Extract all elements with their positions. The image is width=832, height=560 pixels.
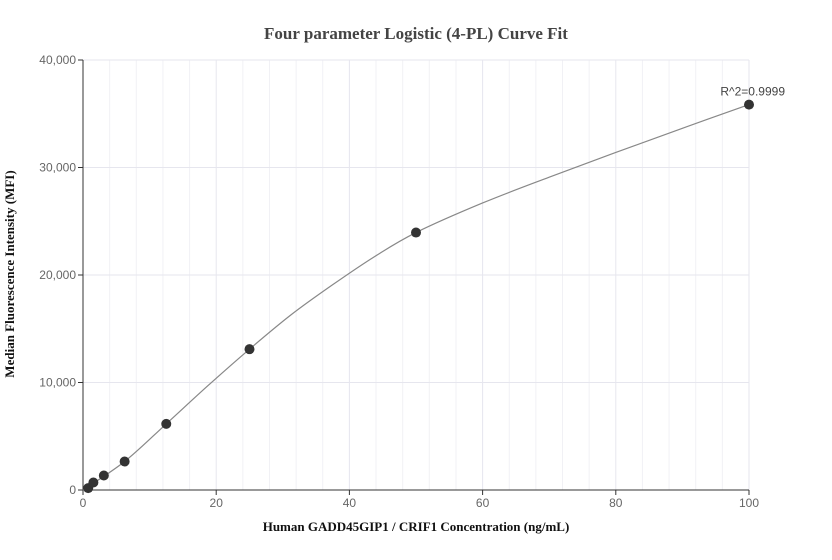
x-tick-label: 100 — [739, 496, 759, 510]
fit-curve — [82, 104, 750, 491]
x-axis-label: Human GADD45GIP1 / CRIF1 Concentration (… — [263, 519, 570, 534]
y-tick-label: 30,000 — [39, 161, 76, 175]
x-tick-label: 40 — [343, 496, 357, 510]
data-point — [411, 227, 421, 238]
data-point — [744, 99, 754, 110]
y-axis-label: Median Fluorescence Intensity (MFI) — [2, 170, 17, 377]
x-tick-label: 60 — [476, 496, 490, 510]
y-tick-label: 40,000 — [39, 53, 76, 67]
data-point — [161, 418, 172, 429]
major-gridlines — [82, 59, 750, 491]
chart-title: Four parameter Logistic (4-PL) Curve Fit — [264, 24, 568, 43]
data-points — [83, 99, 754, 494]
y-tick-label: 20,000 — [39, 268, 76, 282]
data-point — [88, 477, 99, 488]
r-squared-annotation: R^2=0.9999 — [720, 85, 785, 99]
data-point — [119, 456, 130, 467]
x-tick-label: 0 — [80, 496, 87, 510]
y-tick-label: 0 — [69, 483, 76, 497]
x-tick-label: 80 — [609, 496, 623, 510]
y-tick-label: 10,000 — [39, 376, 76, 390]
y-axis-ticks: 0 10,000 20,000 30,000 40,000 — [39, 53, 83, 497]
data-point — [98, 470, 109, 481]
x-tick-label: 20 — [210, 496, 224, 510]
data-point — [244, 344, 255, 355]
x-axis-ticks: 0 20 40 60 80 100 — [80, 490, 759, 510]
